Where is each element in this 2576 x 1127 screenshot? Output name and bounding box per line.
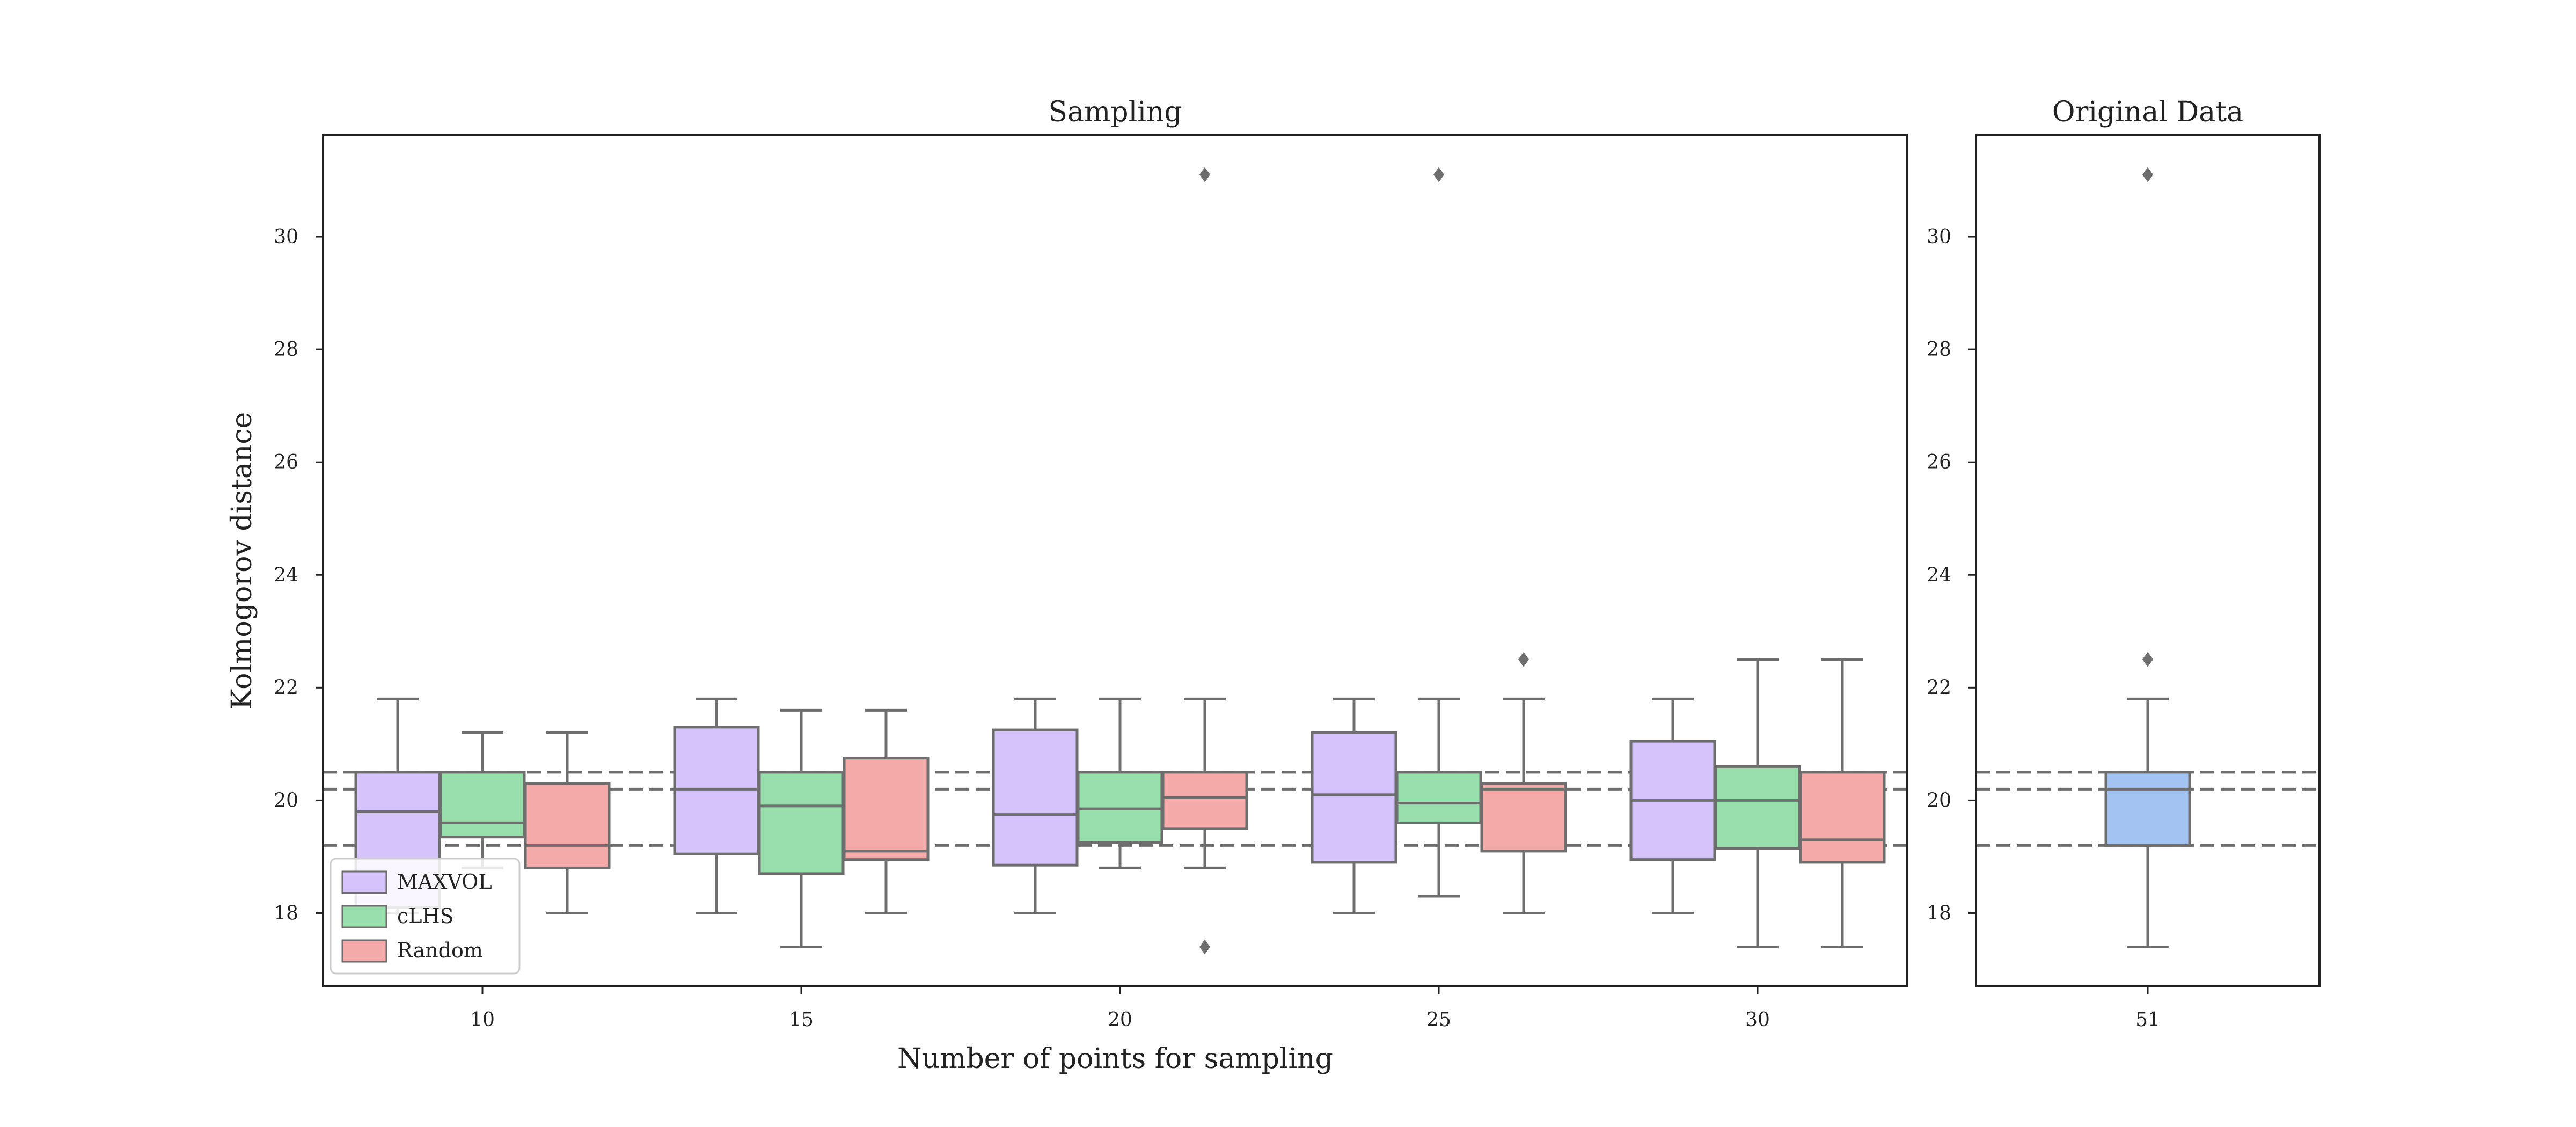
legend-label-maxvol: MAXVOL: [397, 870, 492, 894]
sampling-panel-title: Sampling: [1048, 96, 1182, 128]
x-axis-ticks: 10 15 20 25 30: [470, 986, 1770, 1031]
legend-swatch-random: [341, 939, 387, 963]
iqr-box: [1077, 771, 1163, 844]
outlier-point: [1518, 652, 1529, 667]
outlier-point: [2142, 167, 2153, 182]
original-panel-title: Original Data: [2052, 96, 2243, 128]
box-original-data-51: [2104, 167, 2191, 948]
legend: MAXVOL cLHS Random: [330, 858, 521, 975]
y-tick-label: 24: [274, 564, 298, 586]
y-tick-label: 20: [1927, 789, 1951, 811]
y-axis-ticks-original: 18 20 22 24 26 28 30: [1927, 226, 1976, 924]
sampling-panel-frame: [322, 134, 1908, 987]
y-tick-label: 24: [1927, 564, 1951, 586]
y-tick-label: 20: [274, 789, 298, 811]
box-random-20: [1161, 167, 1248, 955]
box-maxvol-20: [992, 697, 1079, 914]
iqr-box: [1395, 771, 1482, 824]
outlier-point: [1199, 167, 1210, 182]
y-tick-label: 22: [1927, 677, 1951, 699]
y-axis-label: Kolmogorov distance: [226, 412, 258, 710]
x-tick-label: 15: [789, 1009, 814, 1031]
box-random-30: [1799, 658, 1886, 948]
x-axis-ticks-original: 51: [2135, 986, 2160, 1031]
y-tick-label: 30: [1927, 226, 1951, 248]
iqr-box: [758, 771, 845, 875]
x-tick-label: 10: [470, 1009, 495, 1031]
box-clhs-20: [1077, 697, 1163, 869]
box-plots: [354, 167, 1886, 955]
y-tick-label: 26: [1927, 451, 1951, 473]
iqr-box: [673, 726, 760, 855]
iqr-box: [2104, 771, 2191, 847]
iqr-box: [1311, 731, 1397, 864]
y-tick-label: 18: [1927, 902, 1951, 924]
box-maxvol-25: [1311, 697, 1397, 914]
iqr-box: [1799, 771, 1886, 864]
y-axis-ticks: 18 20 22 24 26 28 30: [274, 226, 323, 924]
x-tick-label: 20: [1108, 1009, 1132, 1031]
outlier-point: [1199, 939, 1210, 955]
box-plots-original: [2104, 167, 2191, 948]
iqr-box: [1714, 765, 1801, 850]
iqr-box: [1161, 771, 1248, 830]
x-axis-label: Number of points for sampling: [897, 1043, 1333, 1075]
outlier-point: [1433, 167, 1444, 182]
x-tick-label: 51: [2135, 1009, 2160, 1031]
box-random-10: [524, 731, 611, 914]
iqr-box: [1480, 782, 1567, 853]
box-clhs-30: [1714, 658, 1801, 948]
x-tick-label: 25: [1426, 1009, 1451, 1031]
y-tick-label: 26: [274, 451, 298, 473]
y-tick-label: 18: [274, 902, 298, 924]
box-clhs-10: [439, 731, 526, 869]
box-clhs-25: [1395, 167, 1482, 898]
x-tick-label: 30: [1745, 1009, 1770, 1031]
legend-swatch-maxvol: [341, 870, 387, 894]
y-tick-label: 22: [274, 677, 298, 699]
box-maxvol-30: [1629, 697, 1716, 914]
original-data-panel: 18 20 22 24 26 28 30 51 Original Data: [1927, 96, 2321, 1031]
iqr-box: [524, 782, 611, 869]
y-tick-label: 30: [274, 226, 298, 248]
iqr-box: [843, 757, 930, 861]
y-tick-label: 28: [274, 339, 298, 361]
box-clhs-15: [758, 708, 845, 948]
iqr-box: [992, 728, 1079, 867]
sampling-panel: 18 20 22 24 26 28 30 10 15 20 25 30 Sampling Numbe…: [274, 96, 1908, 1075]
outlier-point: [2142, 652, 2153, 667]
y-tick-label: 28: [1927, 339, 1951, 361]
iqr-box: [439, 771, 526, 839]
legend-label-clhs: cLHS: [397, 904, 454, 928]
box-maxvol-15: [673, 697, 760, 914]
legend-swatch-clhs: [341, 905, 387, 928]
legend-label-random: Random: [397, 939, 483, 962]
box-random-25: [1480, 652, 1567, 914]
box-random-15: [843, 708, 930, 914]
